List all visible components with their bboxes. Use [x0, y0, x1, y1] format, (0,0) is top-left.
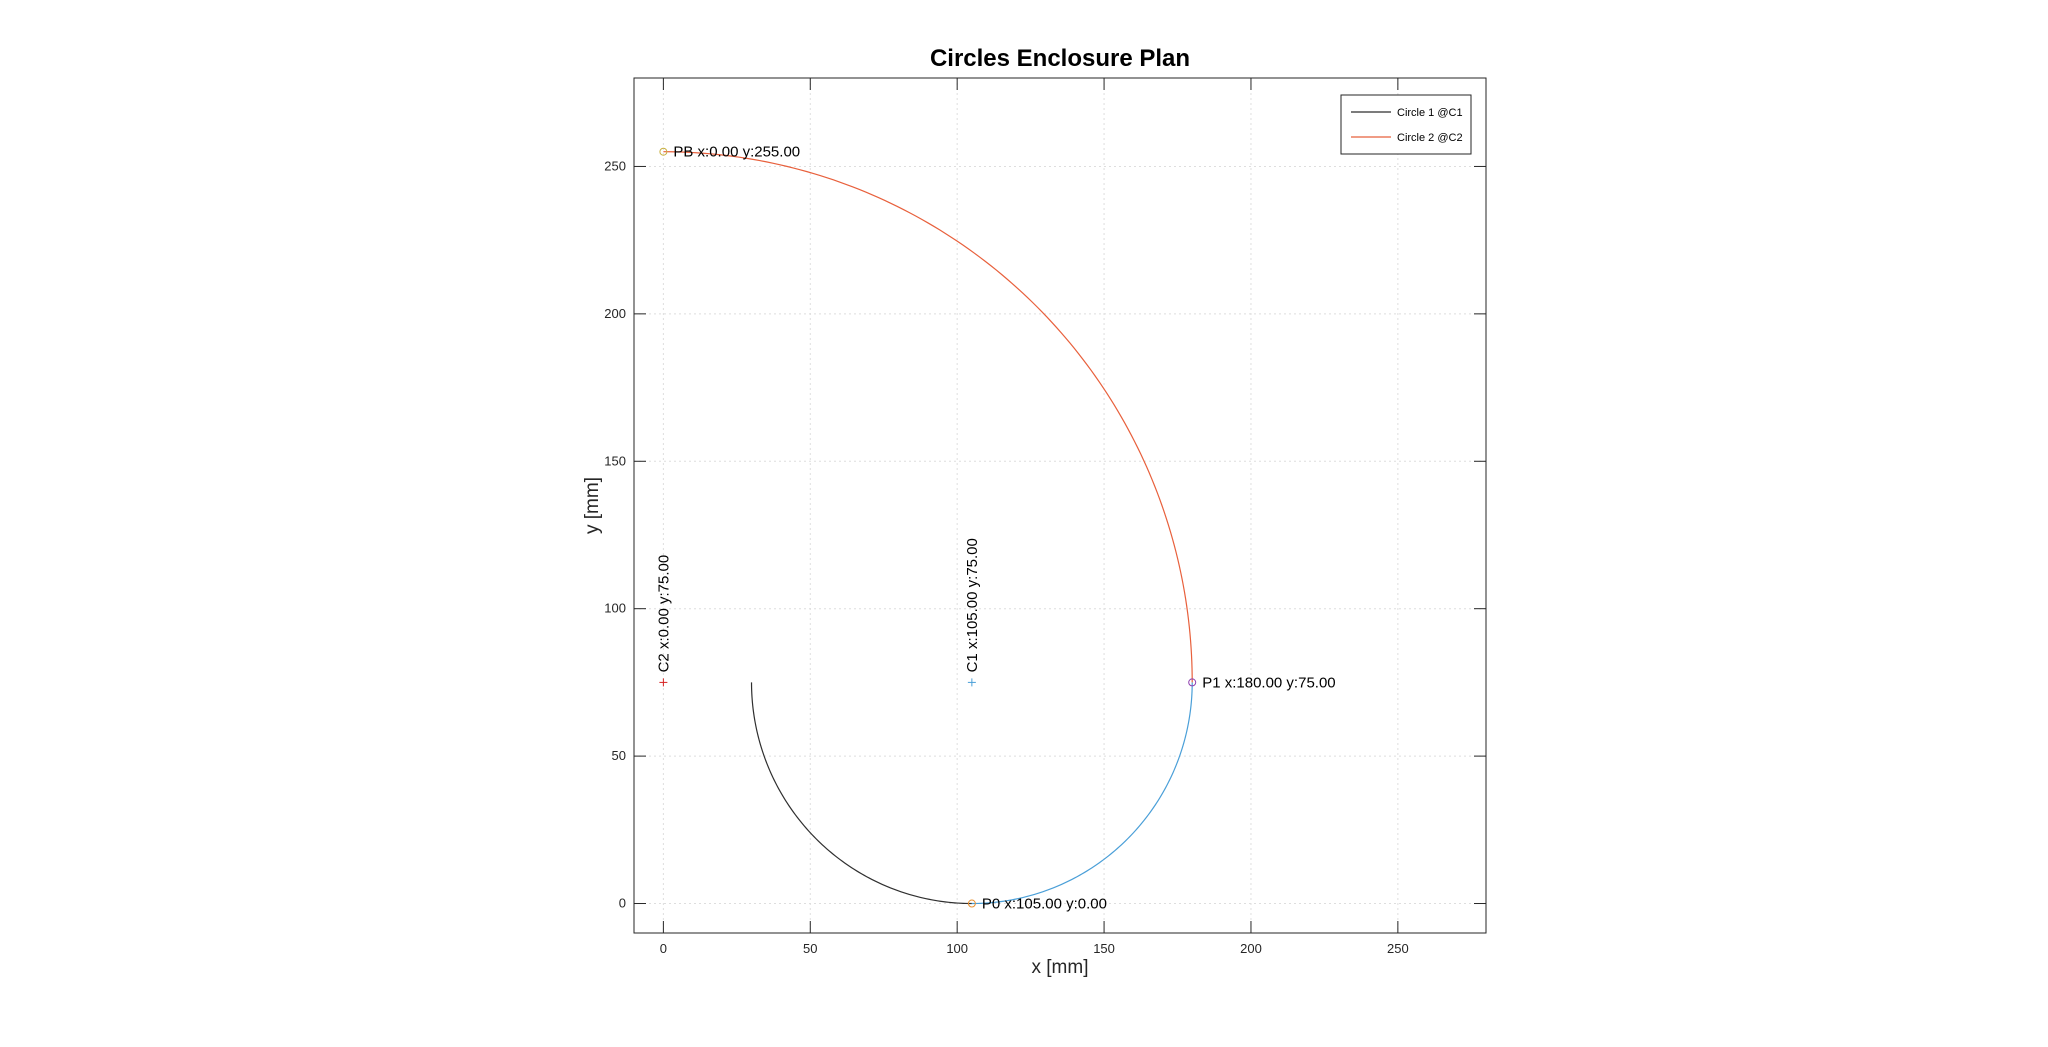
x-tick-label: 100 — [946, 941, 968, 956]
legend-label-2: Circle 2 @C2 — [1397, 132, 1463, 144]
x-tick-label: 50 — [803, 941, 817, 956]
series-layer — [663, 151, 1193, 905]
x-tick-label: 150 — [1093, 941, 1115, 956]
point-layer: PB x:0.00 y:255.00 C2 x:0.00 y:75.00 C1 x:… — [655, 144, 1335, 913]
point-p0-marker — [967, 899, 976, 908]
legend-label-1: Circle 1 @C1 — [1397, 107, 1463, 119]
y-tick-label: 100 — [604, 601, 626, 616]
series-arc-1 — [750, 682, 972, 905]
legend: Circle 1 @C1 Circle 2 @C2 — [1340, 94, 1472, 155]
series-arc-3 — [663, 151, 1193, 683]
point-c1-label: C1 x:105.00 y:75.00 — [964, 538, 981, 672]
point-p1-label: P1 x:180.00 y:75.00 — [1202, 674, 1335, 691]
y-axis-label: y [mm] — [582, 477, 603, 534]
x-axis-label: x [mm] — [1032, 957, 1089, 978]
series-arc-2 — [971, 682, 1193, 905]
x-tick-label: 250 — [1387, 941, 1409, 956]
legend-box — [1340, 94, 1472, 155]
x-tick-label: 0 — [660, 941, 667, 956]
point-c2-label: C2 x:0.00 y:75.00 — [655, 555, 672, 673]
chart-title: Circles Enclosure Plan — [930, 45, 1190, 72]
y-tick-label: 150 — [604, 453, 626, 468]
point-p1-marker — [1188, 678, 1197, 687]
tick-layer: 0 50 100 150 200 250 0 50 100 150 200 250 — [604, 78, 1486, 956]
y-tick-label: 0 — [619, 896, 626, 911]
point-pb-marker — [659, 147, 668, 156]
plot-area-frame — [633, 77, 1487, 934]
y-tick-label: 200 — [604, 306, 626, 321]
y-tick-label: 50 — [612, 748, 626, 763]
x-tick-label: 200 — [1240, 941, 1262, 956]
grid-layer — [634, 78, 1486, 933]
point-pb-label: PB x:0.00 y:255.00 — [673, 144, 800, 161]
point-p0-label: P0 x:105.00 y:0.00 — [982, 896, 1107, 913]
y-tick-label: 250 — [604, 158, 626, 173]
